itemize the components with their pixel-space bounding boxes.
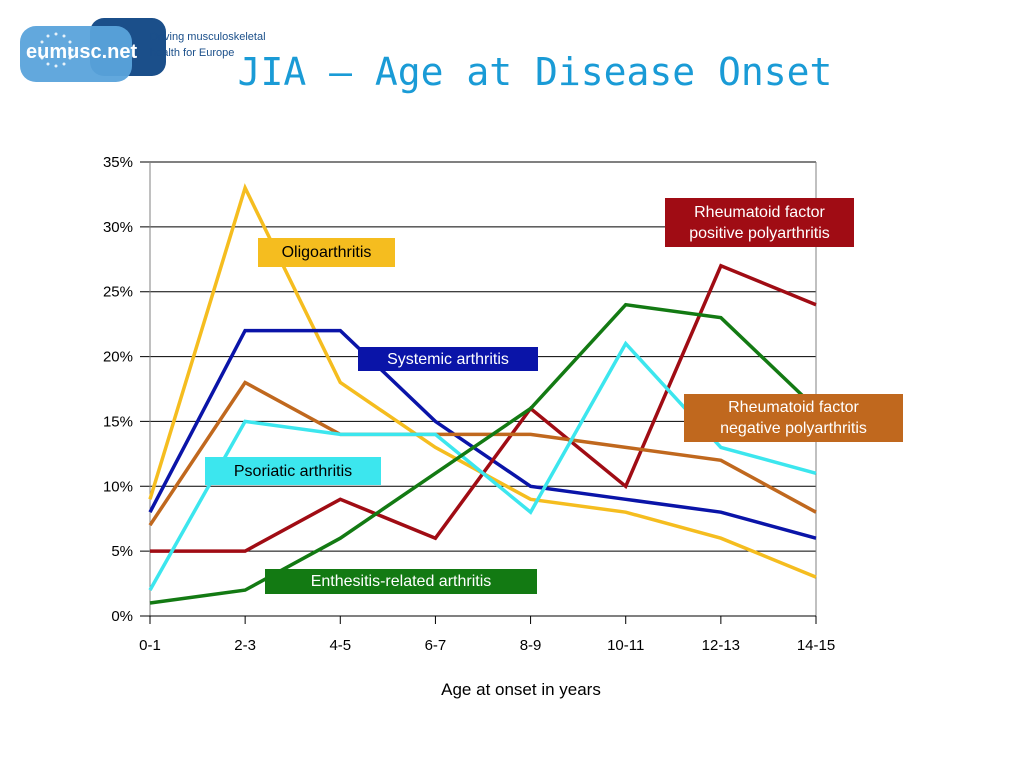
series-label-text: Rheumatoid factor positive polyarthritis bbox=[689, 203, 830, 242]
series-label-4: Psoriatic arthritis bbox=[205, 457, 381, 485]
series-label-text: Oligoarthritis bbox=[281, 244, 372, 261]
series-label-2: Rheumatoid factor positive polyarthritis bbox=[665, 198, 854, 247]
series-line-5 bbox=[149, 302, 818, 605]
x-tick-label: 6-7 bbox=[425, 637, 447, 654]
y-tick-label: 25% bbox=[103, 284, 133, 301]
eumusc-logo: eumusc.net Driving musculoskeletal healt… bbox=[18, 14, 288, 84]
x-tick-label: 10-11 bbox=[607, 637, 644, 654]
x-tick-label: 4-5 bbox=[329, 637, 351, 654]
series-label-3: Rheumatoid factor negative polyarthritis bbox=[684, 394, 903, 442]
y-tick-label: 35% bbox=[103, 154, 133, 171]
x-tick-label: 2-3 bbox=[234, 637, 256, 654]
series-line-1 bbox=[148, 328, 817, 540]
y-tick-label: 0% bbox=[111, 608, 133, 625]
y-tick-label: 30% bbox=[103, 219, 133, 236]
logo-stars-icon bbox=[38, 32, 74, 68]
y-tick-label: 20% bbox=[103, 349, 133, 366]
y-tick-label: 10% bbox=[103, 478, 133, 495]
chart-title: JIA – Age at Disease Onset bbox=[237, 50, 833, 94]
series-label-1: Systemic arthritis bbox=[358, 347, 538, 371]
axes: 0% 5% 10% 15% 20% 25% 30% 35% 0-1 2-3 4-5 6-7 8-9 10-… bbox=[103, 154, 835, 654]
series-label-5: Enthesitis-related arthritis bbox=[265, 569, 537, 594]
logo-light-block bbox=[20, 26, 132, 82]
x-axis-title: Age at onset in years bbox=[441, 680, 601, 699]
logo-tagline-line2: health for Europe bbox=[150, 47, 234, 59]
y-tick-label: 5% bbox=[111, 543, 133, 560]
logo-wordmark: eumusc.net bbox=[26, 41, 137, 63]
series-line-3 bbox=[148, 380, 817, 527]
series-label-text: Enthesitis-related arthritis bbox=[310, 573, 492, 590]
y-tick-label: 15% bbox=[103, 413, 133, 430]
series-label-text: Systemic arthritis bbox=[387, 350, 509, 368]
x-tick-label: 0-1 bbox=[139, 637, 161, 654]
series-label-0: Oligoarthritis bbox=[258, 238, 395, 267]
x-tick-label: 14-15 bbox=[797, 637, 835, 654]
logo-tagline-line1: Driving musculoskeletal bbox=[150, 31, 266, 43]
x-tick-label: 8-9 bbox=[520, 637, 542, 654]
x-tick-label: 12-13 bbox=[702, 637, 740, 654]
series-label-text: Psoriatic arthritis bbox=[233, 462, 353, 480]
series-label-text: Rheumatoid factor negative polyarthritis bbox=[720, 399, 867, 437]
